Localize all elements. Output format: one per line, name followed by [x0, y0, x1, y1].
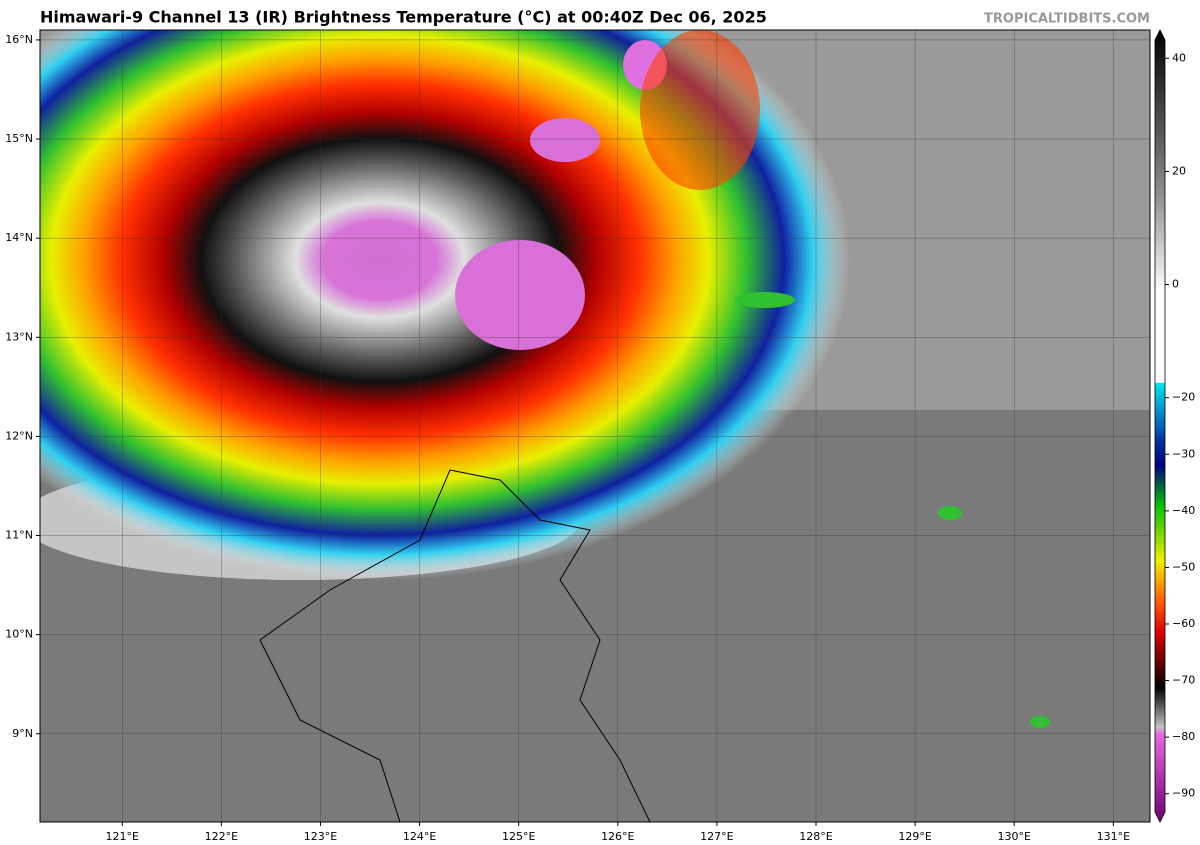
lon-label: 124°E	[403, 830, 436, 843]
credit: TROPICALTIDBITS.COM	[984, 12, 1150, 27]
colorbar-label: −60	[1172, 617, 1195, 630]
lon-label: 131°E	[1097, 830, 1130, 843]
map-frame	[39, 29, 1151, 823]
lat-label: 9°N	[12, 727, 33, 740]
colorbar-label: −80	[1172, 730, 1195, 743]
colorbar-label: −30	[1172, 447, 1195, 460]
lon-label: 123°E	[304, 830, 337, 843]
colorbar-label: −20	[1172, 391, 1195, 404]
colorbar-label: −90	[1172, 787, 1195, 800]
lon-label: 122°E	[205, 830, 238, 843]
lon-label: 127°E	[700, 830, 733, 843]
colorbar-label: 40	[1172, 51, 1186, 64]
imagery	[40, 30, 1150, 822]
lon-label: 125°E	[502, 830, 535, 843]
lon-label: 126°E	[601, 830, 634, 843]
lon-label: 121°E	[106, 830, 139, 843]
colorbar-label: −50	[1172, 560, 1195, 573]
lat-label: 10°N	[5, 628, 33, 641]
title: Himawari-9 Channel 13 (IR) Brightness Te…	[40, 8, 767, 27]
lat-label: 13°N	[5, 330, 33, 343]
lat-label: 16°N	[5, 33, 33, 46]
lat-label: 12°N	[5, 429, 33, 442]
lon-label: 129°E	[898, 830, 931, 843]
lon-label: 128°E	[799, 830, 832, 843]
lat-label: 15°N	[5, 132, 33, 145]
lat-label: 14°N	[5, 231, 33, 244]
colorbar-label: −70	[1172, 674, 1195, 687]
lon-label: 130°E	[997, 830, 1030, 843]
colorbar-label: −40	[1172, 504, 1195, 517]
colorbar	[1154, 29, 1166, 823]
colorbar-label: 20	[1172, 164, 1186, 177]
lat-label: 11°N	[5, 529, 33, 542]
colorbar-label: 0	[1172, 278, 1179, 291]
